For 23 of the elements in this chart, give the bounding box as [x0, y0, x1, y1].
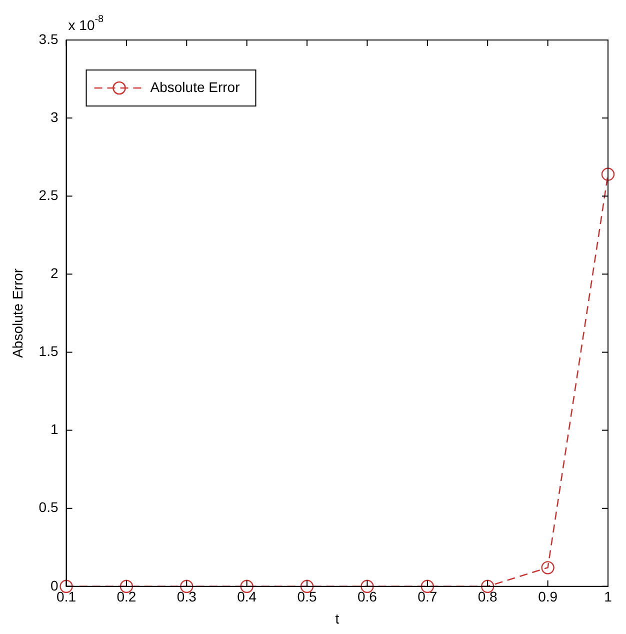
y-tick-label: 3.5 — [38, 30, 58, 47]
x-tick-label: 1 — [604, 588, 612, 605]
x-tick-label: 0.3 — [176, 588, 197, 605]
x-tick-label: 0.5 — [297, 588, 317, 605]
y-tick-label: 2.5 — [38, 186, 58, 203]
x-axis-title: t — [335, 610, 340, 626]
x-tick-label: 0.6 — [357, 588, 378, 605]
x-tick-label: 0.4 — [237, 588, 257, 605]
x-tick-label: 0.7 — [418, 588, 438, 605]
y-tick-label: 0 — [50, 577, 58, 594]
y-axis-title: Absolute Error — [9, 268, 26, 358]
y-tick-label: 2 — [50, 265, 58, 282]
point — [601, 168, 615, 181]
x-tick-label: 0.2 — [116, 588, 136, 605]
x-tick-label: 0.8 — [478, 588, 498, 605]
y-tick-label: 1 — [50, 421, 58, 438]
y-tick-label: 3 — [50, 108, 58, 125]
y-tick-label: 0.5 — [38, 499, 58, 516]
point — [541, 561, 554, 574]
y-tick-label: 1.5 — [38, 343, 58, 360]
x-tick-label: 0.1 — [56, 588, 76, 605]
legend-label: Absolute Error — [150, 78, 240, 95]
x-tick-label: 0.9 — [538, 588, 558, 605]
